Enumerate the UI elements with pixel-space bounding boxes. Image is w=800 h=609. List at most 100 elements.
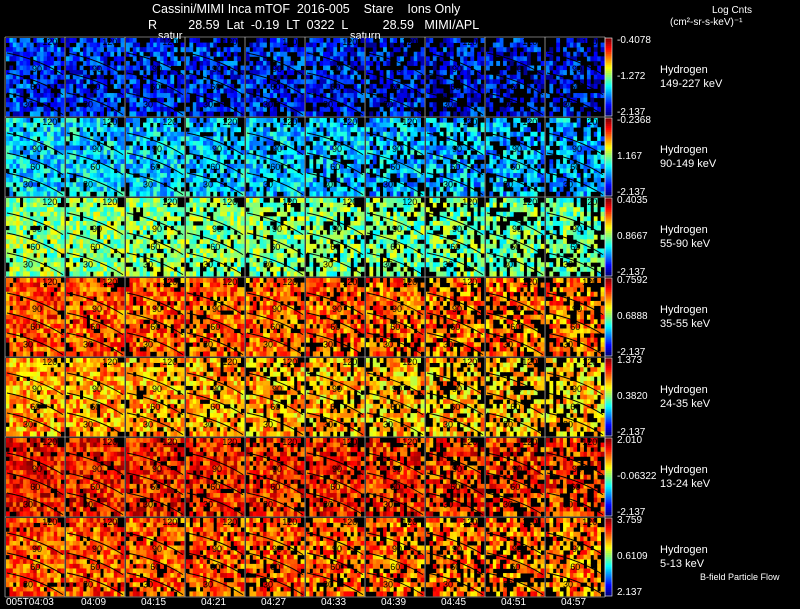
contour-label: 120 — [42, 37, 57, 47]
heatmap-cell — [223, 145, 228, 151]
heatmap-cell — [9, 136, 14, 142]
heatmap-cell — [36, 202, 41, 208]
heatmap-cell — [12, 225, 17, 231]
heatmap-cell — [180, 145, 185, 151]
heatmap-cell — [209, 83, 214, 89]
heatmap-cell — [46, 136, 51, 142]
heatmap-cell — [223, 186, 228, 192]
heatmap-cell — [366, 127, 370, 133]
heatmap-cell — [160, 88, 164, 94]
heatmap-cell — [537, 177, 541, 183]
heatmap-cell — [586, 70, 591, 76]
heatmap-cell — [117, 60, 121, 66]
heatmap-cell — [50, 154, 55, 160]
heatmap-cell — [60, 93, 65, 99]
heatmap-cell — [470, 173, 475, 179]
heatmap-cell — [9, 154, 14, 160]
heatmap-cell — [177, 163, 181, 169]
heatmap-cell — [593, 60, 598, 66]
heatmap-cell — [473, 173, 478, 179]
heatmap-cell — [333, 42, 338, 48]
heatmap-cell — [492, 186, 497, 192]
heatmap-cell — [76, 177, 81, 183]
heatmap-cell — [240, 102, 245, 108]
heatmap-cell — [420, 88, 425, 94]
heatmap-cell — [199, 118, 204, 123]
heatmap-cell — [323, 150, 327, 156]
heatmap-cell — [456, 127, 461, 133]
heatmap-cell — [186, 93, 190, 99]
heatmap-cell — [117, 79, 121, 85]
colorbar-segment — [605, 61, 612, 64]
heatmap-cell — [266, 140, 271, 146]
heatmap-cell — [173, 60, 178, 66]
heatmap-cell — [50, 56, 55, 62]
heatmap-cell — [290, 131, 295, 137]
heatmap-cell — [12, 253, 17, 259]
heatmap-cell — [53, 207, 58, 213]
heatmap-cell — [129, 220, 134, 226]
heatmap-cell — [329, 127, 334, 133]
heatmap-cell — [43, 106, 48, 112]
heatmap-cell — [566, 191, 571, 197]
heatmap-cell — [23, 211, 27, 217]
heatmap-cell — [163, 93, 168, 99]
heatmap-cell — [126, 122, 130, 128]
heatmap-cell — [520, 111, 524, 117]
heatmap-cell — [319, 42, 324, 48]
heatmap-cell — [89, 65, 94, 71]
heatmap-cell — [406, 154, 411, 160]
heatmap-cell — [93, 266, 98, 272]
heatmap-cell — [79, 127, 84, 133]
heatmap-cell — [237, 56, 241, 62]
colorbar-segment — [605, 118, 612, 121]
heatmap-cell — [199, 51, 204, 57]
heatmap-cell — [283, 60, 288, 66]
heatmap-cell — [366, 177, 370, 183]
heatmap-cell — [113, 38, 118, 43]
heatmap-cell — [530, 159, 535, 165]
heatmap-cell — [6, 150, 10, 156]
heatmap-cell — [429, 186, 434, 192]
heatmap-cell — [463, 79, 468, 85]
heatmap-cell — [180, 47, 185, 53]
heatmap-cell — [466, 51, 471, 57]
heatmap-cell — [486, 136, 490, 142]
heatmap-cell — [513, 182, 518, 188]
heatmap-cell — [580, 74, 584, 80]
heatmap-cell — [516, 191, 521, 197]
heatmap-cell — [393, 111, 398, 117]
heatmap-cell — [79, 70, 84, 76]
heatmap-cell — [266, 65, 271, 71]
heatmap-cell — [43, 70, 48, 76]
heatmap-cell — [559, 83, 564, 89]
heatmap-cell — [46, 159, 51, 165]
heatmap-cell — [213, 154, 218, 160]
heatmap-cell — [103, 136, 108, 142]
heatmap-cell — [106, 168, 111, 174]
heatmap-cell — [9, 127, 14, 133]
heatmap-cell — [170, 106, 175, 112]
colorbar-segment — [605, 178, 612, 181]
heatmap-cell — [583, 127, 588, 133]
heatmap-cell — [263, 60, 267, 66]
heatmap-cell — [340, 47, 344, 53]
heatmap-cell — [146, 118, 151, 123]
heatmap-cell — [96, 106, 101, 112]
heatmap-cell — [449, 127, 454, 133]
heatmap-cell — [170, 211, 175, 217]
heatmap-cell — [316, 111, 321, 117]
heatmap-cell — [100, 266, 104, 272]
heatmap-cell — [180, 207, 185, 213]
heatmap-cell — [170, 191, 175, 197]
heatmap-cell — [477, 60, 481, 66]
heatmap-cell — [486, 60, 490, 66]
heatmap-cell — [36, 65, 41, 71]
heatmap-cell — [66, 163, 70, 169]
heatmap-cell — [170, 154, 175, 160]
heatmap-cell — [513, 38, 518, 43]
heatmap-cell — [180, 131, 185, 137]
heatmap-cell — [60, 127, 65, 133]
heatmap-cell — [312, 65, 317, 71]
heatmap-cell — [19, 271, 24, 277]
